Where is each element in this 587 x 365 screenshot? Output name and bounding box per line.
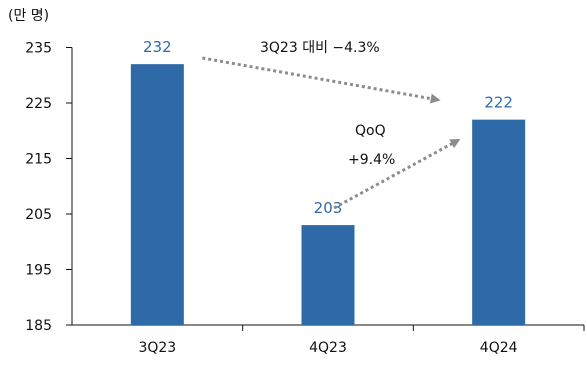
- x-tick-label: 4Q24: [480, 340, 518, 356]
- y-tick-label: 215: [25, 152, 52, 168]
- data-labels: 232 203 222: [143, 38, 513, 217]
- bar: [301, 225, 355, 325]
- axes: 185 195 205 215 225 235 3Q23 4Q23 4Q24: [25, 41, 585, 356]
- x-tick-label: 3Q23: [138, 340, 176, 356]
- data-label: 222: [484, 94, 513, 112]
- y-tick-label: 195: [25, 263, 52, 279]
- yoy-annotation: 3Q23 대비 −4.3%: [260, 40, 380, 56]
- y-tick-label: 235: [25, 41, 52, 57]
- y-tick-label: 205: [25, 207, 52, 223]
- y-axis-unit-label: (만 명): [8, 8, 49, 24]
- x-tick-label: 4Q23: [309, 340, 347, 356]
- bars: [130, 64, 526, 326]
- qoq-arrow: [333, 138, 461, 210]
- qoq-annotation-title: QoQ: [355, 123, 386, 139]
- y-tick-label: 225: [25, 96, 52, 112]
- bar: [130, 64, 184, 326]
- data-label: 232: [143, 38, 172, 56]
- y-tick-label: 185: [25, 318, 52, 334]
- bar: [472, 119, 526, 326]
- qoq-annotation-value: +9.4%: [348, 152, 395, 168]
- yoy-arrow: [202, 56, 441, 104]
- change-arrows: [202, 56, 461, 210]
- data-label: 203: [314, 199, 343, 217]
